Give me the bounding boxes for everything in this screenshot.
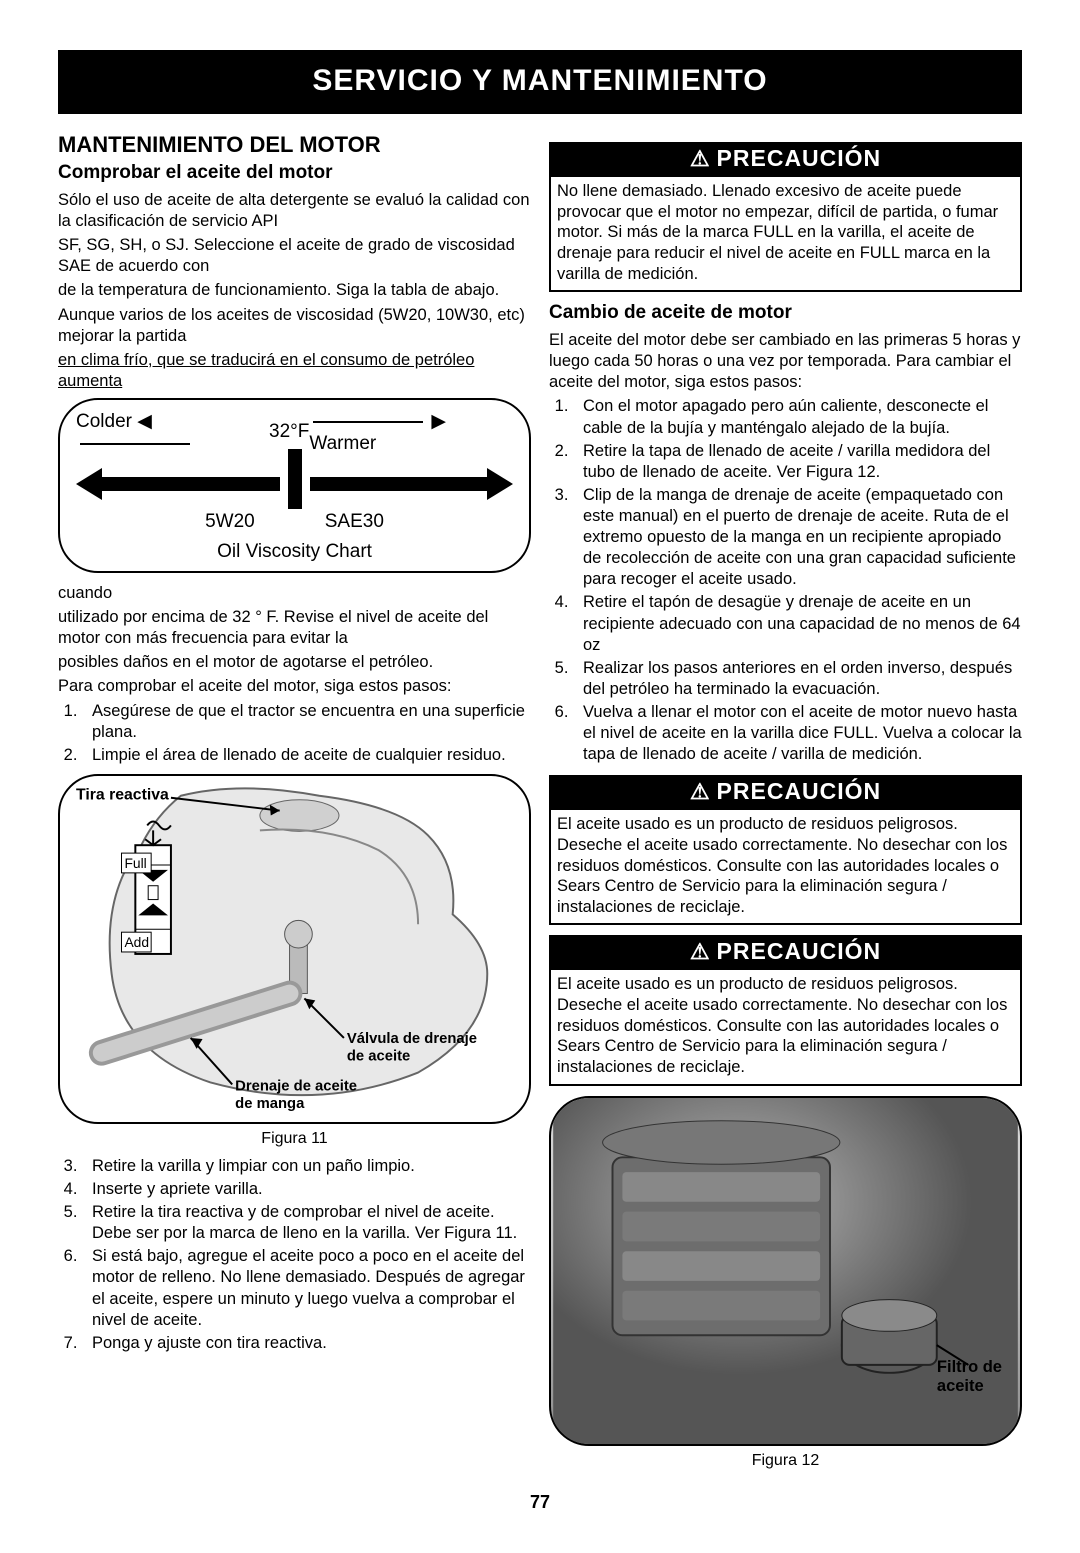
list-item: Asegúrese de que el tractor se encuentra… xyxy=(82,701,531,743)
warning-icon: ⚠ xyxy=(690,146,711,171)
visc-grade-1: 5W20 xyxy=(205,511,255,533)
paragraph: cuando xyxy=(58,583,531,604)
list-item: Clip de la manga de drenaje de aceite (e… xyxy=(573,485,1022,591)
paragraph: El aceite del motor debe ser cambiado en… xyxy=(549,330,1022,393)
svg-text:Drenaje de aceite: Drenaje de aceite xyxy=(235,1078,357,1094)
list-item: Realizar los pasos anteriores en el orde… xyxy=(573,658,1022,700)
figure-11: Tira reactiva Full Add Válvula de drenaj… xyxy=(58,774,531,1124)
figure-12: Filtro de aceite xyxy=(549,1096,1022,1446)
steps-list-b: Retire la varilla y limpiar con un paño … xyxy=(58,1156,531,1354)
list-item: Ponga y ajuste con tira reactiva. xyxy=(82,1333,531,1354)
right-column: ⚠PRECAUCIÓN No llene demasiado. Llenado … xyxy=(549,132,1022,1478)
svg-text:Add: Add xyxy=(124,934,149,950)
oil-viscosity-chart: Colder 32°F Warmer 5W20 SAE30 Oil Viscos… xyxy=(58,398,531,573)
visc-colder: Colder xyxy=(76,410,269,455)
svg-text:de manga: de manga xyxy=(235,1096,305,1112)
oil-filter-label: Filtro de aceite xyxy=(937,1358,1002,1396)
paragraph: utilizado por encima de 32 ° F. Revise e… xyxy=(58,607,531,649)
visc-warmer: Warmer xyxy=(309,410,513,455)
svg-text:Válvula de drenaje: Válvula de drenaje xyxy=(347,1031,477,1047)
list-item: Limpie el área de llenado de aceite de c… xyxy=(82,745,531,766)
arrow-left-icon xyxy=(76,473,280,495)
paragraph: SF, SG, SH, o SJ. Seleccione el aceite d… xyxy=(58,235,531,277)
precaution-heading: ⚠PRECAUCIÓN xyxy=(549,142,1022,177)
list-item: Inserte y apriete varilla. xyxy=(82,1179,531,1200)
engine-diagram-icon: Tira reactiva Full Add Válvula de drenaj… xyxy=(60,776,529,1122)
page-number: 77 xyxy=(58,1492,1022,1513)
paragraph: posibles daños en el motor de agotarse e… xyxy=(58,652,531,673)
paragraph: de la temperatura de funcionamiento. Sig… xyxy=(58,280,531,301)
precaution-heading: ⚠PRECAUCIÓN xyxy=(549,775,1022,810)
two-column-layout: MANTENIMIENTO DEL MOTOR Comprobar el ace… xyxy=(58,132,1022,1478)
steps-list: Con el motor apagado pero aún caliente, … xyxy=(549,396,1022,765)
svg-text:Full: Full xyxy=(124,855,146,871)
figure-11-caption: Figura 11 xyxy=(58,1130,531,1148)
list-item: Retire la varilla y limpiar con un paño … xyxy=(82,1156,531,1177)
paragraph-underline: en clima frío, que se traducirá en el co… xyxy=(58,350,531,392)
page-header: SERVICIO Y MANTENIMIENTO xyxy=(58,50,1022,114)
visc-temp: 32°F xyxy=(269,421,309,443)
svg-text:de aceite: de aceite xyxy=(347,1049,410,1065)
precaution-heading: ⚠PRECAUCIÓN xyxy=(549,935,1022,970)
list-item: Retire la tira reactiva y de comprobar e… xyxy=(82,1202,531,1244)
left-column: MANTENIMIENTO DEL MOTOR Comprobar el ace… xyxy=(58,132,531,1478)
subsection-heading: Comprobar el aceite del motor xyxy=(58,162,531,184)
warning-icon: ⚠ xyxy=(690,939,711,964)
precaution-body: No llene demasiado. Llenado excesivo de … xyxy=(549,177,1022,292)
figure-12-caption: Figura 12 xyxy=(549,1452,1022,1470)
arrow-right-icon xyxy=(310,473,514,495)
list-item: Retire la tapa de llenado de aceite / va… xyxy=(573,441,1022,483)
subsection-heading: Cambio de aceite de motor xyxy=(549,302,1022,324)
svg-text:Tira reactiva: Tira reactiva xyxy=(76,787,169,804)
paragraph: Sólo el uso de aceite de alta detergente… xyxy=(58,190,531,232)
divider xyxy=(288,449,302,509)
warning-icon: ⚠ xyxy=(690,779,711,804)
visc-grade-2: SAE30 xyxy=(325,511,384,533)
list-item: Vuelva a llenar el motor con el aceite d… xyxy=(573,702,1022,765)
list-item: Retire el tapón de desagüe y drenaje de … xyxy=(573,592,1022,655)
visc-caption: Oil Viscosity Chart xyxy=(76,541,513,563)
list-item: Si está bajo, agregue el aceite poco a p… xyxy=(82,1246,531,1330)
paragraph: Aunque varios de los aceites de viscosid… xyxy=(58,305,531,347)
list-item: Con el motor apagado pero aún caliente, … xyxy=(573,396,1022,438)
precaution-body: El aceite usado es un producto de residu… xyxy=(549,970,1022,1085)
steps-list-a: Asegúrese de que el tractor se encuentra… xyxy=(58,701,531,766)
precaution-body: El aceite usado es un producto de residu… xyxy=(549,810,1022,925)
paragraph: Para comprobar el aceite del motor, siga… xyxy=(58,676,531,697)
section-heading: MANTENIMIENTO DEL MOTOR xyxy=(58,132,531,158)
